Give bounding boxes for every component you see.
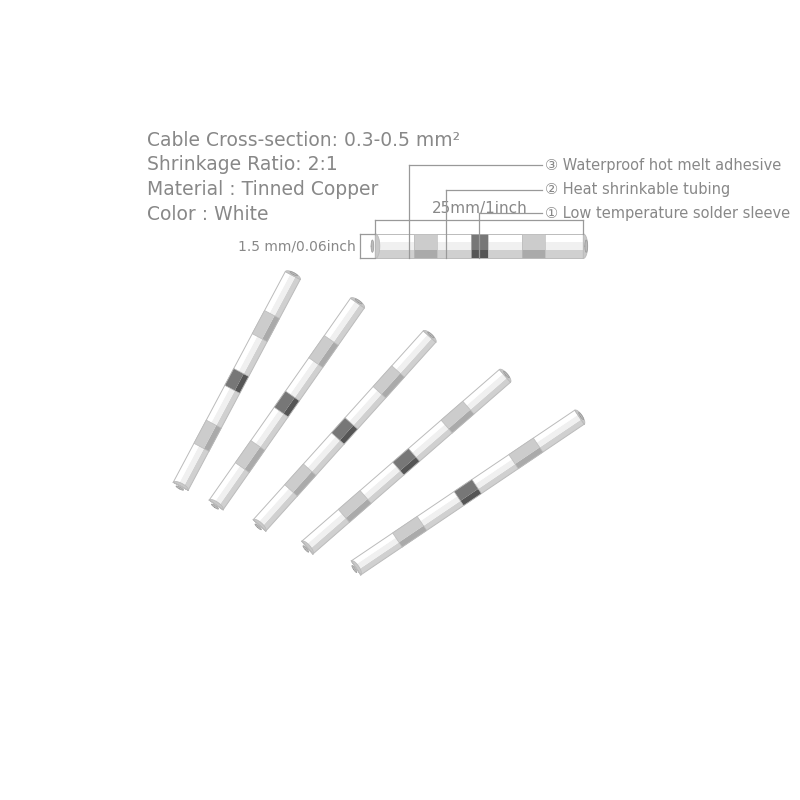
Polygon shape (441, 402, 470, 429)
Polygon shape (285, 464, 312, 492)
Polygon shape (302, 541, 314, 554)
Polygon shape (254, 519, 266, 531)
Polygon shape (178, 274, 295, 488)
Polygon shape (400, 457, 420, 475)
Polygon shape (375, 250, 583, 258)
Text: 25mm/1inch: 25mm/1inch (431, 201, 527, 216)
Polygon shape (218, 305, 365, 510)
Polygon shape (428, 332, 434, 338)
Polygon shape (393, 517, 423, 542)
Text: ① Low temperature solder sleeve: ① Low temperature solder sleeve (545, 206, 790, 221)
Polygon shape (274, 391, 294, 414)
Text: ③ Waterproof hot melt adhesive: ③ Waterproof hot melt adhesive (545, 158, 781, 173)
Polygon shape (235, 441, 260, 469)
Polygon shape (252, 310, 274, 339)
Polygon shape (423, 330, 436, 342)
Polygon shape (258, 334, 432, 527)
Polygon shape (375, 242, 583, 250)
Polygon shape (515, 447, 543, 469)
Polygon shape (340, 426, 358, 444)
Polygon shape (309, 335, 334, 364)
Polygon shape (471, 250, 488, 258)
Polygon shape (358, 419, 584, 575)
Polygon shape (211, 504, 218, 509)
Polygon shape (209, 499, 223, 510)
Polygon shape (382, 374, 405, 398)
Polygon shape (286, 270, 300, 279)
Polygon shape (583, 234, 588, 258)
Polygon shape (290, 271, 298, 276)
Polygon shape (504, 371, 510, 378)
Polygon shape (338, 490, 367, 518)
Text: 1.5 mm/0.06inch: 1.5 mm/0.06inch (238, 239, 356, 253)
Text: Shrinkage Ratio: 2:1: Shrinkage Ratio: 2:1 (146, 155, 338, 174)
Polygon shape (371, 240, 374, 252)
Polygon shape (522, 234, 545, 250)
Polygon shape (262, 316, 279, 342)
Polygon shape (303, 546, 309, 552)
Polygon shape (262, 338, 436, 531)
Text: Cable Cross-section: 0.3-0.5 mm²: Cable Cross-section: 0.3-0.5 mm² (146, 130, 460, 150)
Polygon shape (255, 524, 262, 530)
Polygon shape (302, 370, 503, 546)
Polygon shape (194, 420, 216, 449)
Polygon shape (293, 471, 316, 496)
Polygon shape (354, 415, 581, 570)
Polygon shape (578, 413, 584, 420)
Text: Color : White: Color : White (146, 205, 268, 223)
Polygon shape (310, 378, 510, 554)
Polygon shape (393, 449, 416, 470)
Polygon shape (352, 566, 357, 573)
Polygon shape (375, 234, 380, 258)
Polygon shape (174, 271, 290, 485)
Polygon shape (331, 418, 354, 440)
Polygon shape (350, 298, 365, 308)
Polygon shape (183, 277, 300, 490)
Polygon shape (414, 234, 437, 250)
Polygon shape (351, 561, 362, 575)
Polygon shape (509, 438, 540, 464)
Polygon shape (204, 426, 222, 451)
Polygon shape (283, 398, 299, 417)
Polygon shape (399, 526, 426, 547)
Polygon shape (375, 234, 583, 242)
Polygon shape (454, 479, 478, 501)
Polygon shape (574, 410, 585, 424)
Polygon shape (522, 250, 545, 258)
Polygon shape (234, 374, 249, 394)
Polygon shape (373, 366, 400, 394)
Text: ② Heat shrinkable tubing: ② Heat shrinkable tubing (545, 182, 730, 198)
Polygon shape (225, 369, 244, 390)
Polygon shape (245, 447, 265, 473)
Polygon shape (351, 410, 578, 566)
Polygon shape (306, 374, 506, 550)
Polygon shape (355, 299, 362, 304)
Polygon shape (414, 250, 437, 258)
Polygon shape (449, 410, 474, 433)
Polygon shape (174, 482, 188, 490)
Polygon shape (471, 234, 488, 250)
Polygon shape (209, 298, 355, 503)
Polygon shape (346, 499, 371, 522)
Polygon shape (254, 331, 427, 523)
Text: Material : Tinned Copper: Material : Tinned Copper (146, 180, 378, 199)
Polygon shape (318, 342, 338, 367)
Polygon shape (460, 489, 482, 506)
Polygon shape (214, 302, 360, 506)
Polygon shape (499, 369, 511, 382)
Polygon shape (176, 486, 183, 490)
Polygon shape (585, 240, 587, 252)
